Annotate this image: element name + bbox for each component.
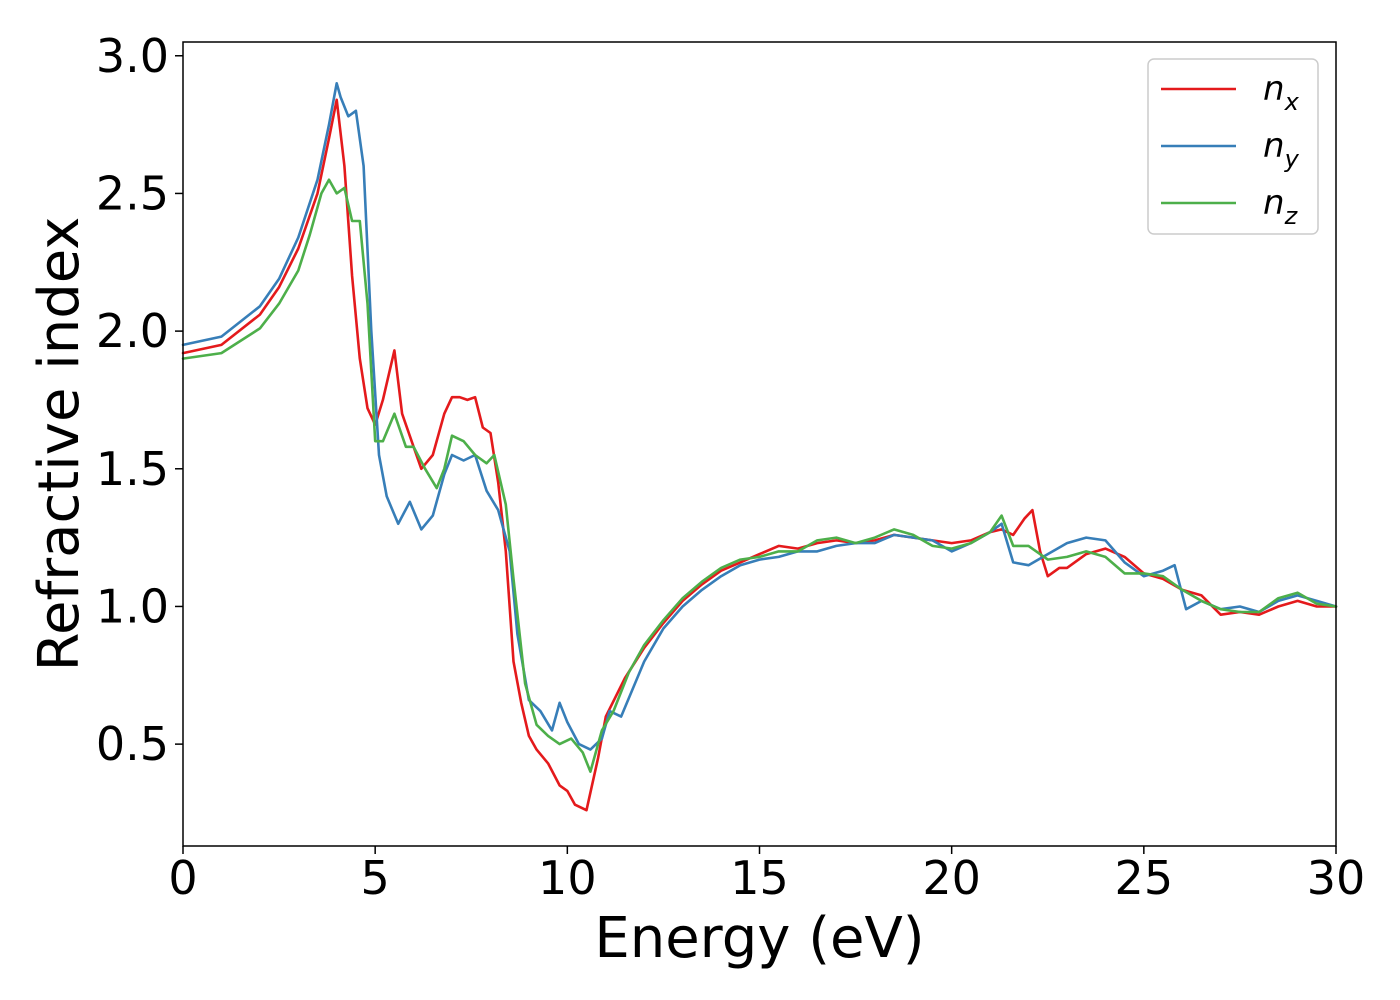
x-axis-ticks: 0 5 10 15 20 25 30 [168, 846, 1365, 905]
legend-label-subscript: x [1284, 88, 1300, 116]
y-tick-label: 1.5 [96, 442, 169, 496]
y-tick-label: 3.0 [96, 29, 169, 83]
series-line-x [181, 98, 1338, 812]
x-tick-label: 25 [1115, 851, 1174, 905]
x-tick-label: 30 [1307, 851, 1366, 905]
legend-label-subscript: z [1284, 202, 1299, 230]
y-tick-label: 1.0 [96, 579, 169, 633]
legend-label-base: n [1263, 69, 1285, 109]
series-layer [181, 82, 1338, 812]
x-tick-label: 0 [168, 851, 197, 905]
x-axis-label: Energy (eV) [594, 906, 924, 971]
legend-label-base: n [1263, 126, 1285, 166]
plot-background [183, 42, 1336, 846]
x-tick-label: 10 [538, 851, 597, 905]
x-tick-label: 5 [361, 851, 390, 905]
legend-label-subscript: y [1284, 145, 1300, 173]
y-axis-ticks: 0.5 1.0 1.5 2.0 2.5 3.0 [96, 29, 183, 771]
legend-label-z: nz [1263, 183, 1299, 230]
y-axis-label: Refractive index [27, 217, 92, 672]
x-tick-label: 20 [922, 851, 981, 905]
y-tick-label: 0.5 [96, 717, 169, 771]
series-line-z [181, 178, 1338, 774]
legend-label-x: nx [1263, 69, 1300, 116]
legend-label-base: n [1263, 183, 1285, 223]
legend-label-y: ny [1263, 126, 1300, 173]
y-tick-label: 2.0 [96, 304, 169, 358]
series-line-y [181, 82, 1338, 751]
x-tick-label: 15 [730, 851, 789, 905]
y-tick-label: 2.5 [96, 166, 169, 220]
